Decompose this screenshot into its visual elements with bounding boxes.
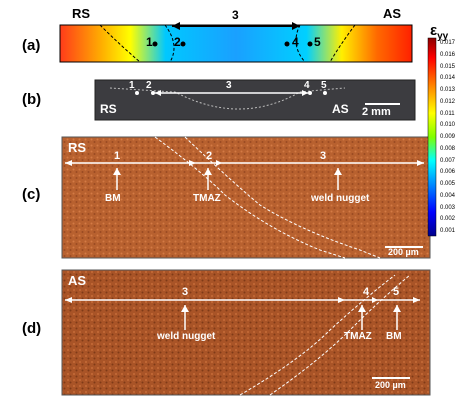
- panel-b-scale-label: 2 mm: [362, 106, 391, 118]
- panel-d-scale-label: 200 µm: [375, 380, 406, 390]
- colorbar-tick-label: 0.017: [440, 40, 456, 46]
- panel-c-side-label: RS: [68, 140, 87, 155]
- panel-d-label: (d): [22, 320, 42, 337]
- panel-b-as-label: AS: [332, 102, 349, 116]
- colorbar-tick-label: 0.001: [440, 228, 456, 234]
- colorbar-tick-label: 0.014: [440, 75, 456, 82]
- panel-a-marker-2: 2: [174, 35, 181, 49]
- panel-a-region-3: 3: [232, 8, 239, 22]
- colorbar-tick-label: 0.011: [440, 110, 455, 117]
- panel-a-rs-label: RS: [72, 6, 91, 21]
- marker-1-dot: [152, 41, 158, 47]
- panel-a-as-label: AS: [383, 6, 402, 21]
- micrograph-as: [61, 269, 431, 396]
- colorbar-tick-label: 0.004: [440, 192, 456, 199]
- panel-d-region-4: 4: [363, 286, 370, 298]
- panel-a-marker-1: 1: [146, 35, 153, 49]
- panel-c-region-3: 3: [320, 150, 327, 162]
- strain-map: [59, 24, 413, 63]
- panel-c-bm-label: BM: [105, 193, 121, 204]
- panel-c-region-1: 1: [114, 150, 121, 162]
- panel-b-marker-4: 4: [304, 80, 310, 91]
- colorbar-title: εyy: [430, 22, 449, 42]
- colorbar-tick-label: 0.012: [440, 98, 456, 105]
- colorbar-tick-label: 0.015: [440, 63, 456, 70]
- colorbar: [427, 37, 437, 237]
- panel-c-weld-nugget-label: weld nugget: [311, 193, 370, 204]
- panel-a-label: (a): [22, 37, 41, 54]
- panel-b-label: (b): [22, 91, 42, 108]
- panel-a-marker-5: 5: [314, 35, 321, 49]
- panel-d-weld-nugget-label: weld nugget: [157, 331, 216, 342]
- colorbar-tick-label: 0.006: [440, 169, 456, 176]
- panel-b-marker-5: 5: [321, 80, 327, 91]
- panel-d-region-3: 3: [182, 286, 189, 298]
- colorbar-tick-label: 0.005: [440, 181, 456, 187]
- colorbar-tick-label: 0.009: [440, 134, 456, 140]
- panel-b-rs-label: RS: [100, 102, 117, 116]
- marker-4-dot: [284, 41, 290, 47]
- colorbar-tick-label: 0.003: [440, 204, 456, 211]
- colorbar-tick-label: 0.008: [440, 145, 456, 152]
- panel-b-marker-2: 2: [146, 80, 152, 91]
- colorbar-tick-label: 0.002: [440, 216, 456, 223]
- panel-c-region-2: 2: [206, 150, 213, 162]
- marker-2-dot: [180, 41, 186, 47]
- colorbar-tick-label: 0.007: [440, 157, 456, 164]
- colorbar-tick-label: 0.010: [440, 122, 456, 129]
- micrograph-rs: [61, 136, 431, 259]
- panel-b-region-3: 3: [226, 80, 232, 91]
- colorbar-tick-label: 0.016: [440, 51, 456, 58]
- panel-c-tmaz-label: TMAZ: [193, 193, 221, 204]
- panel-c-scale-label: 200 µm: [388, 247, 419, 257]
- panel-b-marker-1: 1: [129, 80, 135, 91]
- macro-section: [94, 79, 416, 121]
- colorbar-tick-label: 0.013: [440, 87, 456, 93]
- panel-c-label: (c): [22, 186, 41, 203]
- panel-d-bm-label: BM: [386, 331, 402, 342]
- panel-d-side-label: AS: [68, 273, 87, 288]
- panel-a-marker-4: 4: [292, 35, 299, 49]
- panel-d-region-5: 5: [393, 286, 400, 298]
- marker-5-dot: [307, 41, 313, 47]
- panel-d-tmaz-label: TMAZ: [344, 331, 372, 342]
